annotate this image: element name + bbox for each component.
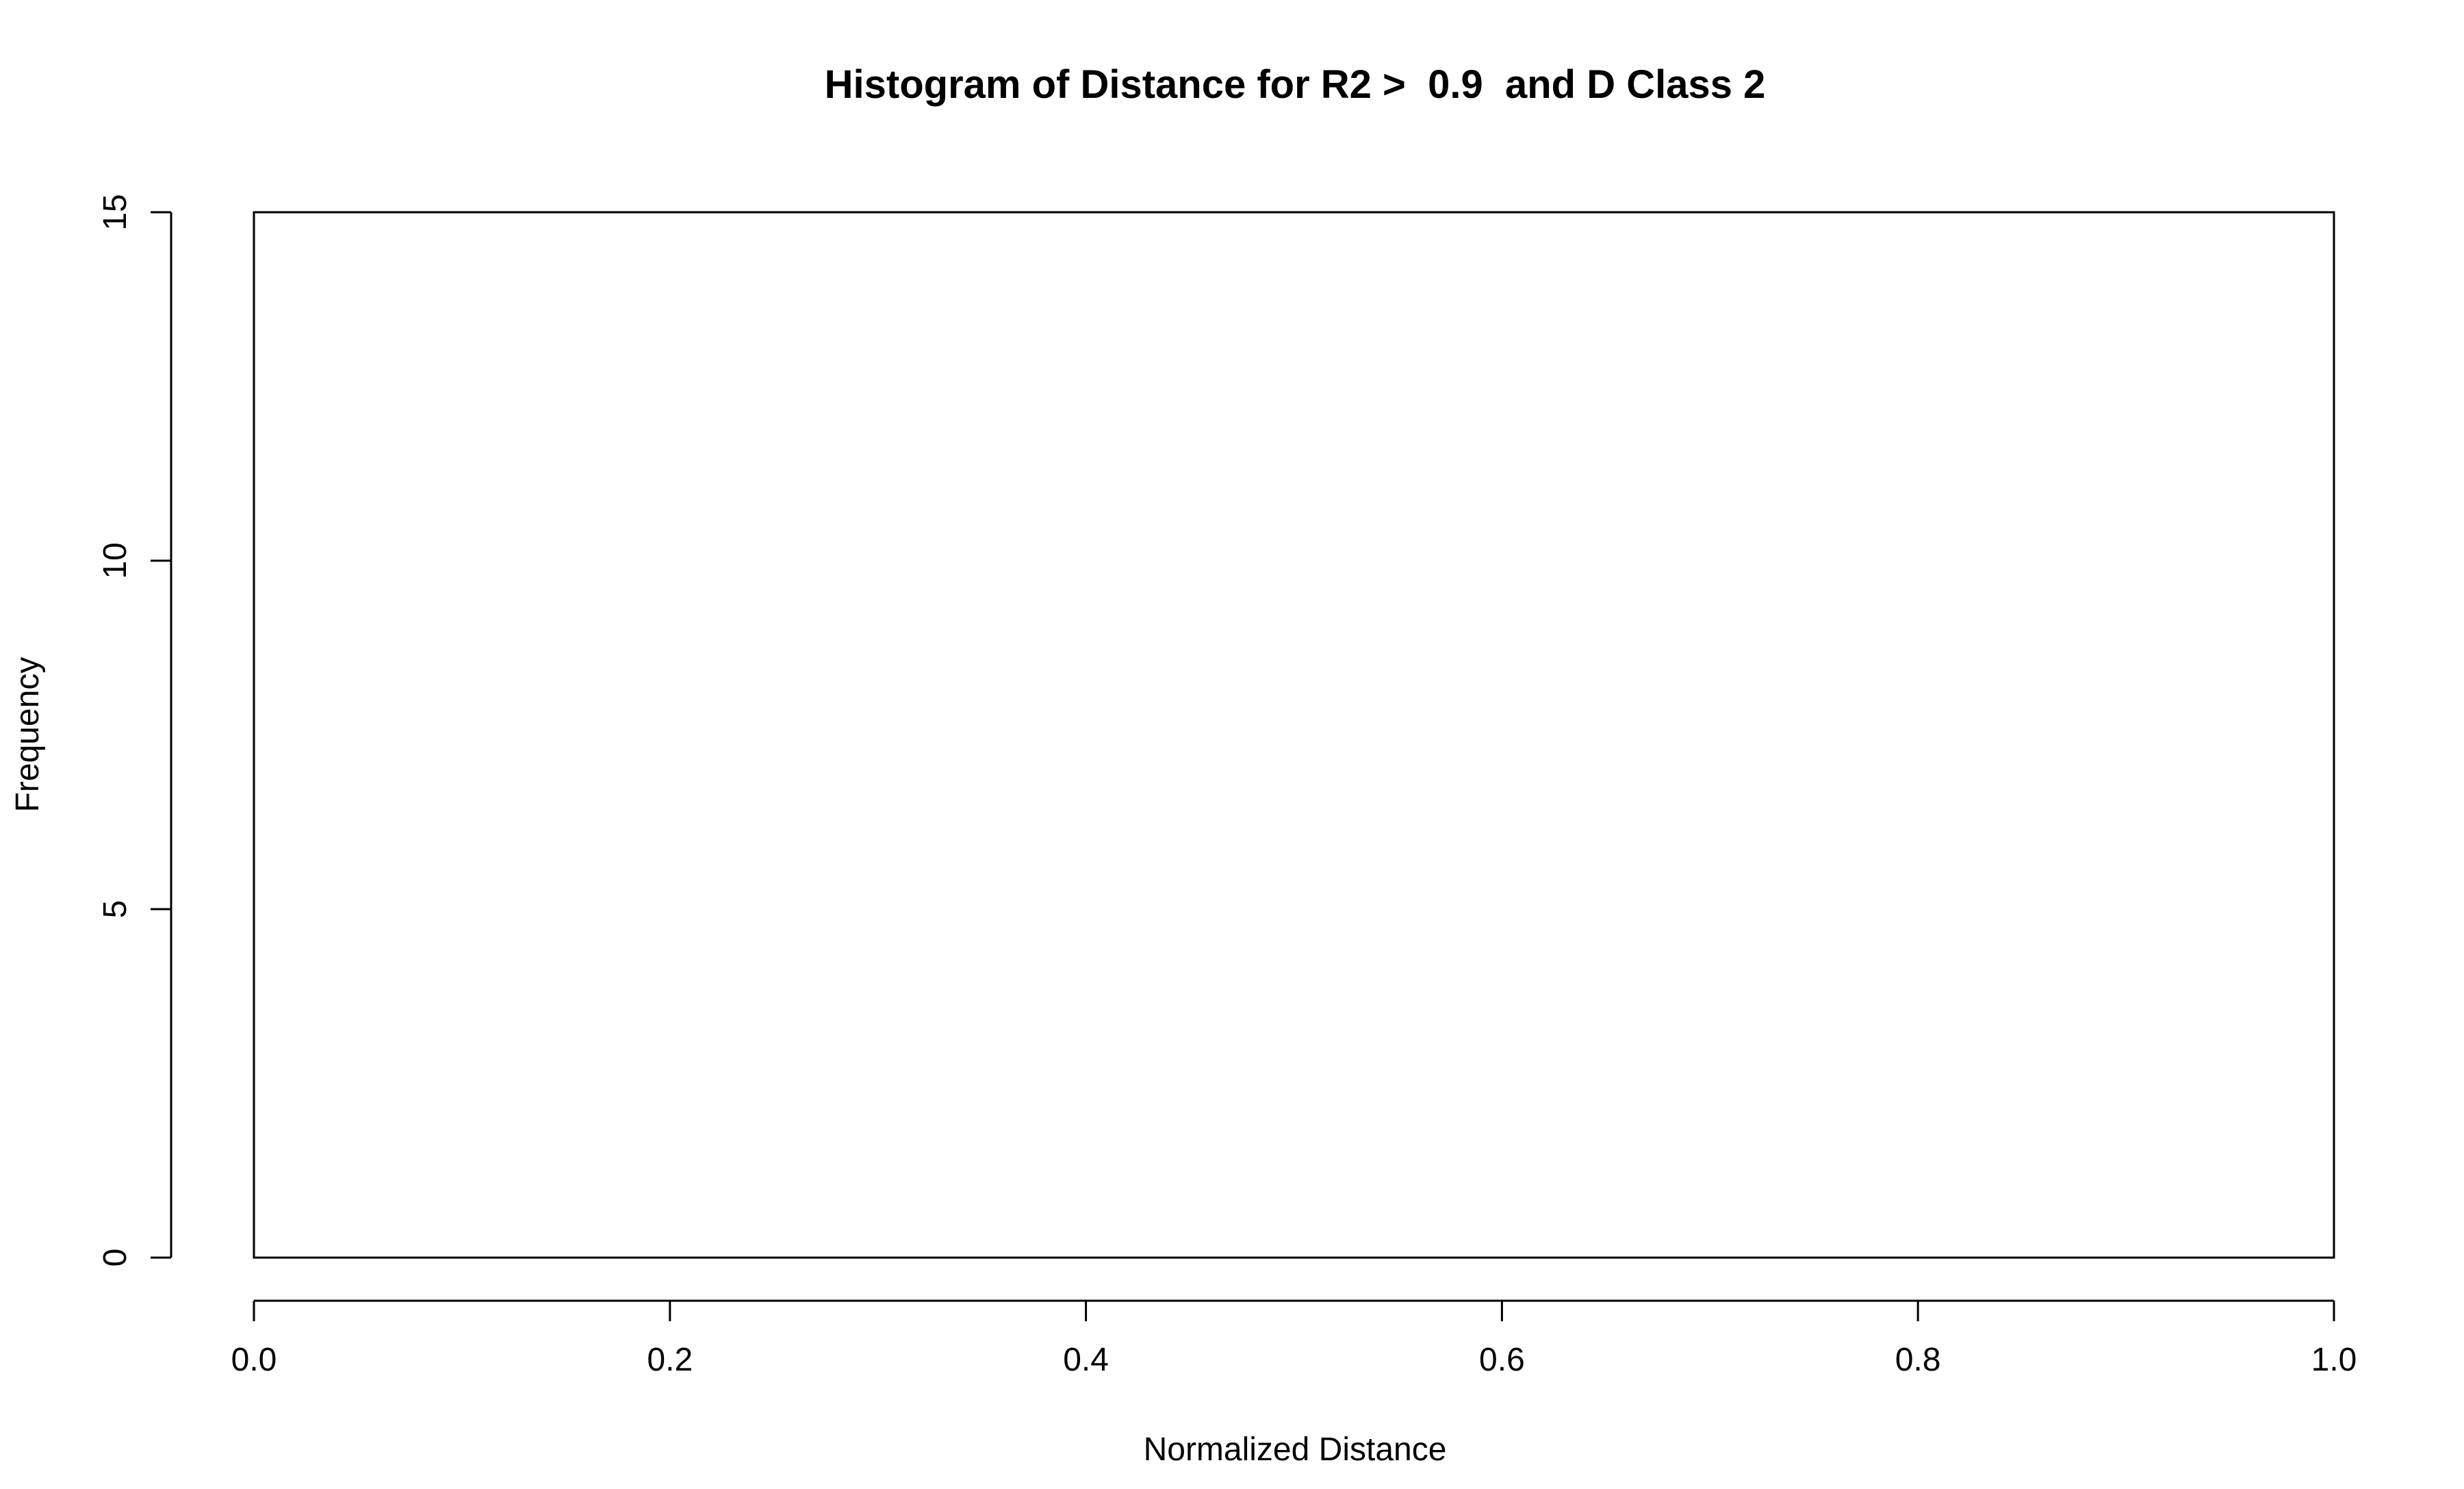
- bars-layer: [253, 211, 2335, 1259]
- x-tick-label: 1.0: [2311, 1342, 2357, 1378]
- y-tick-label: 10: [97, 542, 133, 578]
- chart-title: Histogram of Distance for R2 > 0.9 and D…: [825, 62, 1766, 107]
- y-axis: 0 5 10 15: [97, 194, 172, 1267]
- x-axis: 0.0 0.2 0.4 0.6 0.8 1.0: [231, 1299, 2357, 1378]
- y-tick-label: 0: [97, 1249, 133, 1267]
- y-tick-label: 15: [97, 194, 133, 230]
- x-tick-label: 0.2: [647, 1342, 693, 1378]
- x-tick-label: 0.8: [1895, 1342, 1941, 1378]
- x-tick-label: 0.4: [1063, 1342, 1109, 1378]
- y-axis-label: Frequency: [10, 657, 46, 813]
- histogram-bar-0: [253, 211, 2335, 1259]
- x-tick-label: 0.6: [1479, 1342, 1525, 1378]
- x-axis-label: Normalized Distance: [1144, 1431, 1447, 1468]
- y-tick-label: 5: [97, 900, 133, 919]
- x-tick-label: 0.0: [231, 1342, 277, 1378]
